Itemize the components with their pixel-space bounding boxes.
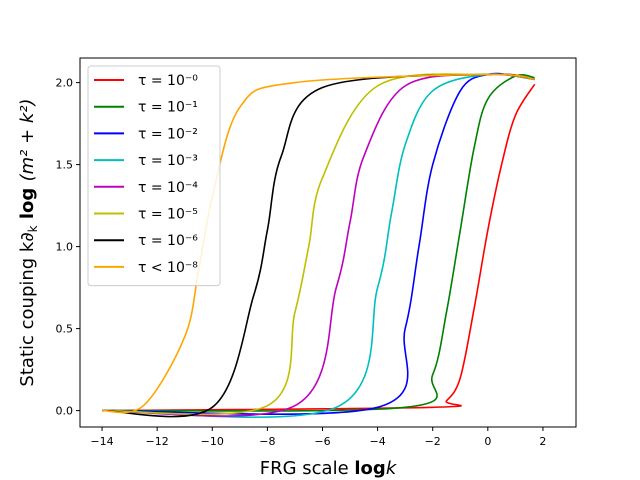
series-line-3 xyxy=(102,73,535,419)
y-axis-label-bold: log xyxy=(17,181,38,225)
series-line-5 xyxy=(102,73,535,416)
x-tick-label: −12 xyxy=(146,435,169,448)
x-tick-label: 2 xyxy=(539,435,546,448)
legend-label: τ = 10⁻⁵ xyxy=(138,207,198,223)
x-axis-ticks: −14 −12 −10 −8 −6 −4 −2 0 2 xyxy=(90,427,546,448)
series-lines xyxy=(101,72,536,419)
x-axis-label: FRG scale logk xyxy=(260,458,398,479)
x-tick-label: −14 xyxy=(90,435,113,448)
legend-label: τ = 10⁻³ xyxy=(138,153,198,169)
legend-label: τ = 10⁻² xyxy=(138,126,198,142)
y-axis-ticks: 0.0 0.5 1.0 1.5 2.0 xyxy=(56,77,80,418)
legend-label: τ = 10⁻⁴ xyxy=(138,180,198,196)
y-tick-label: 0.5 xyxy=(56,323,74,336)
x-tick-label: −6 xyxy=(314,435,330,448)
y-axis-label: Static couping k∂k log (m² + k²) xyxy=(17,98,40,386)
x-tick-label: −10 xyxy=(201,435,224,448)
legend-label: τ = 10⁻¹ xyxy=(138,100,198,116)
y-tick-label: 2.0 xyxy=(56,77,74,90)
legend-box xyxy=(87,65,221,287)
y-tick-label: 0.0 xyxy=(56,405,74,418)
x-axis-label-var: k xyxy=(386,458,398,479)
y-axis-label-text: Static couping k∂ xyxy=(17,232,38,386)
legend-label: τ = 10⁻⁶ xyxy=(138,233,198,249)
y-tick-label: 1.0 xyxy=(56,241,74,254)
x-tick-label: −4 xyxy=(369,435,385,448)
x-tick-label: 0 xyxy=(484,435,491,448)
y-axis-label-expr: (m² + k²) xyxy=(17,98,38,181)
x-axis-label-text: FRG scale xyxy=(260,458,355,479)
x-tick-label: −2 xyxy=(425,435,441,448)
y-tick-label: 1.5 xyxy=(56,159,74,172)
legend: τ = 10⁻⁰ τ = 10⁻¹ τ = 10⁻² τ = 10⁻³ τ = 10⁻⁴… xyxy=(87,65,221,287)
legend-label: τ = 10⁻⁰ xyxy=(138,73,198,89)
y-axis-label-sub: k xyxy=(26,225,40,232)
axes-frame xyxy=(79,57,577,428)
x-axis-label-bold: log xyxy=(354,458,385,479)
legend-label: τ < 10⁻⁸ xyxy=(138,260,198,276)
plot-area: −14 −12 −10 −8 −6 −4 −2 0 2 0.0 0.5 1.0 1.5 2.0 xyxy=(56,57,577,448)
x-tick-label: −8 xyxy=(259,435,275,448)
